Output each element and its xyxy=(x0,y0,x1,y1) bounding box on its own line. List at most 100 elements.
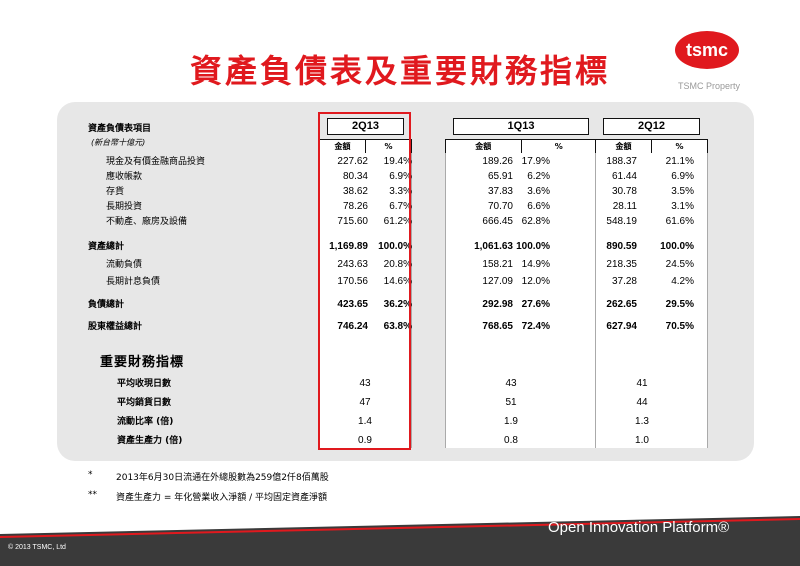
row-label: 存貨 xyxy=(106,187,125,197)
row-label: 股東權益總計 xyxy=(88,322,143,332)
pct-cell: 6.9% xyxy=(389,171,412,182)
amount-cell: 38.62 xyxy=(342,186,368,197)
ratio-value: 51 xyxy=(505,397,517,408)
amount-cell: 78.26 xyxy=(342,201,368,212)
pct-cell: 6.2% xyxy=(527,171,550,182)
ratio-label: 平均收現日數 xyxy=(117,379,172,389)
tsmc-logo: tsmc xyxy=(675,31,739,69)
property-label: TSMC Property xyxy=(678,81,741,91)
amount-cell: 80.34 xyxy=(342,171,368,182)
pct-cell: 61.6% xyxy=(665,216,694,227)
row-label: 現金及有價金融商品投資 xyxy=(106,157,206,167)
pct-col-label: % xyxy=(675,142,684,151)
pct-cell: 29.5% xyxy=(665,299,694,310)
pct-cell: 3.5% xyxy=(671,186,694,197)
row-label: 負債總計 xyxy=(88,300,125,310)
pct-cell: 3.6% xyxy=(527,186,550,197)
pct-col-label: % xyxy=(384,142,393,151)
ratio-value: 1.4 xyxy=(358,416,372,427)
amount-cell: 890.59 xyxy=(606,241,637,252)
amount-cell: 768.65 xyxy=(482,321,513,332)
cell-block-2 xyxy=(595,153,708,448)
row-label: 應收帳款 xyxy=(106,172,143,182)
highlight-box-2q13 xyxy=(318,112,411,450)
pct-cell: 61.2% xyxy=(383,216,412,227)
ratio-label: 資產生產力 (倍) xyxy=(117,436,183,446)
copyright-text: © 2013 TSMC, Ltd xyxy=(8,544,66,551)
amount-cell: 170.56 xyxy=(337,276,368,287)
ratio-value: 0.8 xyxy=(504,435,518,446)
amount-cell: 746.24 xyxy=(337,321,368,332)
tagline: Open Innovation Platform® xyxy=(548,519,730,536)
pct-cell: 6.9% xyxy=(671,171,694,182)
pct-cell: 36.2% xyxy=(383,299,412,310)
row-label: 長期計息負債 xyxy=(106,277,161,287)
amount-cell: 61.44 xyxy=(611,171,637,182)
amount-cell: 243.63 xyxy=(337,259,368,270)
pct-cell: 63.8% xyxy=(383,321,412,332)
period-header-2q13: 2Q13 xyxy=(327,118,404,135)
cell-block-1 xyxy=(445,153,597,448)
row-label: 不動產、廠房及設備 xyxy=(106,217,188,227)
amount-cell: 28.11 xyxy=(612,201,637,212)
pct-cell: 20.8% xyxy=(383,259,412,270)
ratio-label: 平均銷貨日數 xyxy=(117,398,172,408)
amount-cell: 188.37 xyxy=(606,156,637,167)
note-2-text: 資產生產力 = 年化營業收入淨額 / 平均固定資產淨額 xyxy=(116,493,328,503)
pct-cell: 14.9% xyxy=(521,259,550,270)
ratio-value: 0.9 xyxy=(358,435,372,446)
note-1-mark: * xyxy=(88,470,93,480)
pct-cell: 3.1% xyxy=(671,201,694,212)
column-header-1: 金額% xyxy=(445,139,597,153)
amount-cell: 30.78 xyxy=(611,186,637,197)
amount-cell: 37.28 xyxy=(611,276,637,287)
pct-cell: 70.5% xyxy=(665,321,694,332)
row-label: 資產總計 xyxy=(88,242,125,252)
note-1-text: 2013年6月30日流通在外總股數為259億2仟8佰萬股 xyxy=(116,473,329,483)
amount-col-label: 金額 xyxy=(446,140,522,153)
row-label: 長期投資 xyxy=(106,202,143,212)
pct-cell: 21.1% xyxy=(665,156,694,167)
pct-cell: 100.0% xyxy=(660,241,694,252)
ratio-label: 流動比率 (倍) xyxy=(117,417,174,427)
ratio-value: 1.9 xyxy=(504,416,518,427)
pct-cell: 100.0% xyxy=(378,241,412,252)
amount-cell: 627.94 xyxy=(606,321,637,332)
pct-cell: 6.6% xyxy=(527,201,550,212)
pct-cell: 72.4% xyxy=(521,321,550,332)
period-header-2q12: 2Q12 xyxy=(603,118,700,135)
ratio-value: 43 xyxy=(359,378,371,389)
ratio-value: 1.3 xyxy=(635,416,649,427)
amount-cell: 1,169.89 xyxy=(329,241,368,252)
amount-cell: 65.91 xyxy=(487,171,513,182)
ratio-value: 44 xyxy=(636,397,648,408)
pct-cell: 27.6% xyxy=(521,299,550,310)
amount-cell: 715.60 xyxy=(337,216,368,227)
amount-cell: 218.35 xyxy=(606,259,637,270)
row-label: 流動負債 xyxy=(106,260,143,270)
amount-cell: 262.65 xyxy=(606,299,637,310)
pct-cell: 100.0% xyxy=(516,241,550,252)
amount-cell: 227.62 xyxy=(337,156,368,167)
logo-text: tsmc xyxy=(686,40,728,60)
amount-cell: 1,061.63 xyxy=(474,241,513,252)
pct-cell: 4.2% xyxy=(671,276,694,287)
footer-bar xyxy=(0,516,800,566)
pct-cell: 17.9% xyxy=(521,156,550,167)
period-header-1q13: 1Q13 xyxy=(453,118,589,135)
amount-cell: 292.98 xyxy=(482,299,513,310)
ratio-value: 43 xyxy=(505,378,517,389)
note-2-mark: ** xyxy=(88,490,97,500)
unit-note: (新台幣十億元) xyxy=(91,138,146,147)
amount-cell: 158.21 xyxy=(482,259,513,270)
ratio-value: 1.0 xyxy=(635,435,649,446)
pct-cell: 12.0% xyxy=(521,276,550,287)
ratio-value: 41 xyxy=(636,378,648,389)
amount-cell: 127.09 xyxy=(482,276,513,287)
page-title: 資產負債表及重要財務指標 xyxy=(189,52,610,90)
amount-cell: 70.70 xyxy=(487,201,513,212)
amount-col-label: 金額 xyxy=(596,140,652,153)
pct-cell: 24.5% xyxy=(665,259,694,270)
amount-col-label: 金額 xyxy=(320,140,366,153)
pct-col-label: % xyxy=(554,142,563,151)
